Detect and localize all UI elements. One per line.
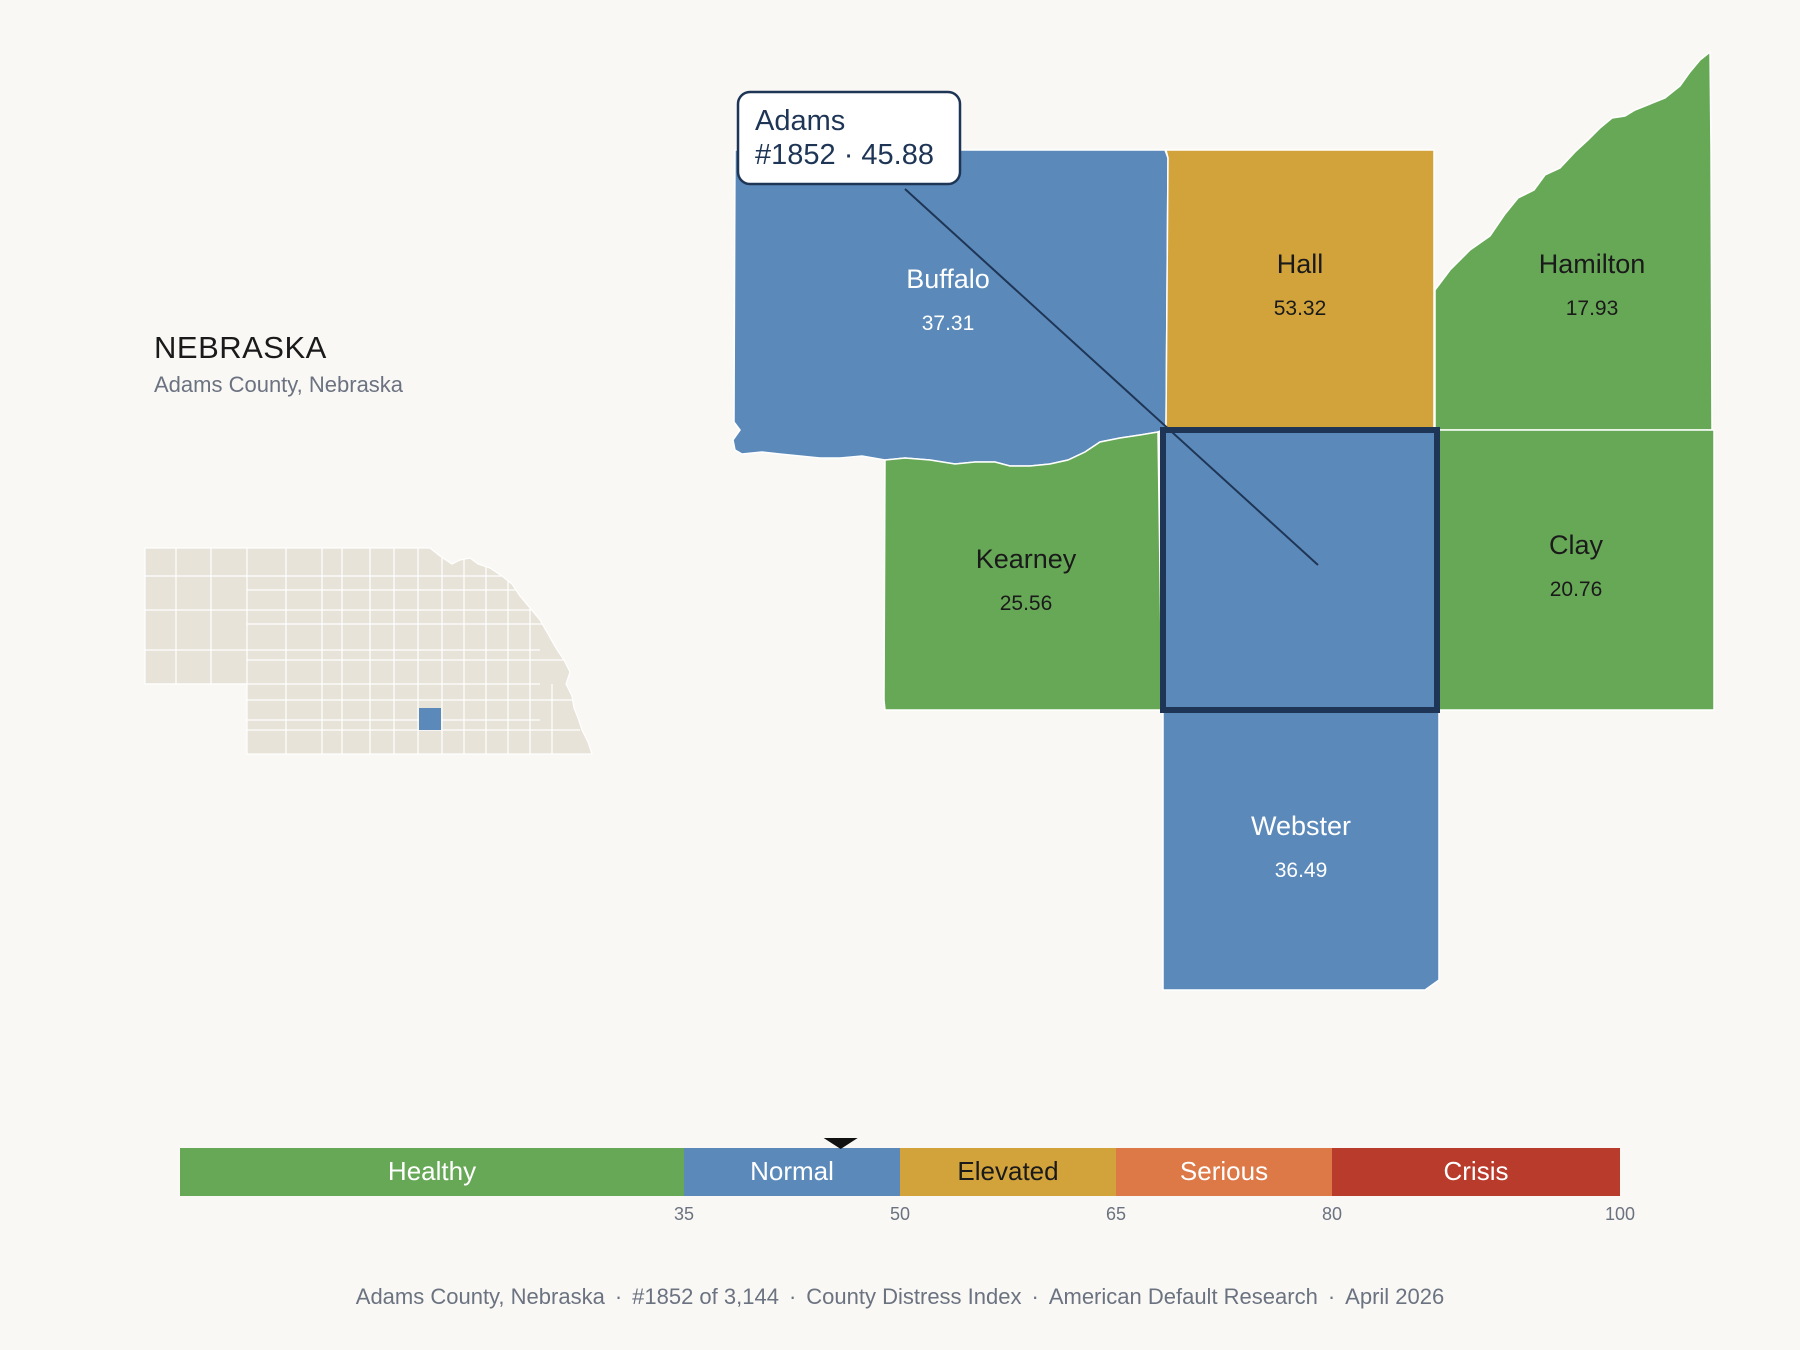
legend-tick-35: 35 [674,1204,694,1224]
footer-date: April 2026 [1345,1284,1445,1309]
legend-segment-serious [1116,1148,1332,1196]
legend-marker-icon [823,1138,858,1149]
legend-tick-80: 80 [1322,1204,1342,1224]
tooltip-box [736,90,962,186]
tooltip-detail: #1852 · 45.88 [755,139,934,171]
county-value-kearney: 25.56 [1000,592,1053,615]
tooltip-leader-line [904,188,1319,566]
footer-source: American Default Research [1048,1284,1318,1309]
footer-index: County Distress Index [806,1284,1022,1309]
county-label-buffalo: Buffalo [906,264,990,294]
legend-label-elevated: Elevated [957,1156,1058,1186]
legend-label-serious: Serious [1180,1156,1268,1186]
county-label-clay: Clay [1549,530,1604,560]
legend-segment-elevated [900,1148,1116,1196]
county-label-hamilton: Hamilton [1539,249,1646,279]
state-subtitle: Adams County, Nebraska [154,372,404,397]
footer-county: Adams County, Nebraska [355,1284,605,1309]
legend-label-normal: Normal [750,1156,834,1186]
legend-tick-65: 65 [1106,1204,1126,1224]
state-title: NEBRASKA [154,330,327,365]
legend-scale: Healthy Normal Elevated Serious Crisis 35 50 65… [180,1138,1635,1224]
state-inset-map [144,547,593,755]
legend-segment-normal [684,1148,900,1196]
county-value-hamilton: 17.93 [1566,297,1619,320]
county-value-webster: 36.49 [1275,859,1328,882]
footer-rank: #1852 of 3,144 [632,1284,779,1309]
footer: Adams County, Nebraska · #1852 of 3,144 · Co… [355,1284,1445,1309]
county-hall[interactable] [1165,149,1435,429]
county-value-clay: 20.76 [1550,578,1603,601]
selected-county-outline [1160,427,1440,713]
state-inset-outline [144,547,593,755]
legend-label-crisis: Crisis [1444,1156,1509,1186]
county-buffalo[interactable] [732,149,1169,467]
county-adams[interactable] [1162,429,1438,711]
county-label-webster: Webster [1251,811,1351,841]
legend-tick-50: 50 [890,1204,910,1224]
county-map [732,50,1715,991]
county-value-buffalo: 37.31 [922,312,975,335]
county-clay[interactable] [1437,429,1715,711]
county-label-hall: Hall [1277,249,1324,279]
tooltip: Adams #1852 · 45.88 [736,90,962,186]
tooltip-title: Adams [755,105,845,137]
legend-segment-healthy [180,1148,684,1196]
legend-tick-100: 100 [1605,1204,1635,1224]
legend-label-healthy: Healthy [388,1156,476,1186]
county-value-hall: 53.32 [1274,297,1327,320]
legend-segment-crisis [1332,1148,1620,1196]
county-labels: Buffalo 37.31 Hall 53.32 Hamilton 17.93 … [906,249,1645,882]
county-hamilton[interactable] [1434,50,1713,431]
county-label-kearney: Kearney [976,544,1077,574]
state-inset-highlight [419,708,441,730]
county-webster[interactable] [1162,710,1440,991]
